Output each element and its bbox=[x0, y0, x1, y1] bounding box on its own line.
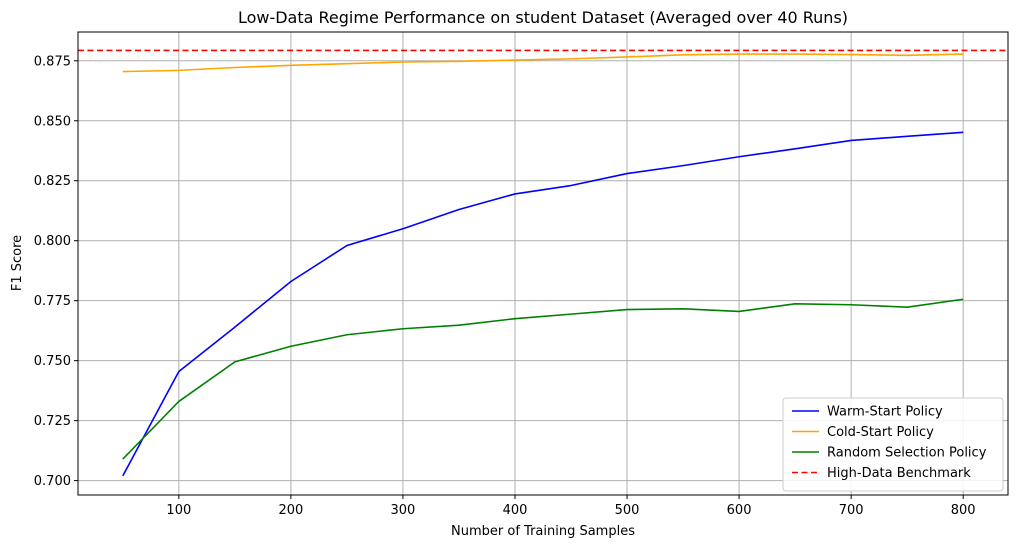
x-tick-label: 100 bbox=[166, 503, 191, 518]
chart-title: Low-Data Regime Performance on student D… bbox=[238, 8, 848, 27]
x-axis-label: Number of Training Samples bbox=[451, 524, 635, 539]
series-line-warm-start-policy bbox=[122, 131, 964, 477]
x-tick-label: 200 bbox=[278, 503, 303, 518]
y-tick-label: 0.725 bbox=[34, 414, 71, 429]
y-tick-label: 0.850 bbox=[34, 114, 71, 129]
legend-label: Warm-Start Policy bbox=[827, 405, 943, 420]
y-tick-label: 0.825 bbox=[34, 174, 71, 189]
y-axis-label: F1 Score bbox=[10, 235, 25, 291]
series-line-cold-start-policy bbox=[122, 53, 964, 73]
legend: Warm-Start Policy Cold-Start Policy Random… bbox=[782, 397, 1004, 492]
axes-frame bbox=[77, 31, 1009, 496]
tick-layer: 100 200 300 400 500 600 700 800 0.700 0.725 0.750 0… bbox=[34, 54, 976, 518]
legend-label: High-Data Benchmark bbox=[827, 466, 971, 481]
x-tick-label: 500 bbox=[615, 503, 640, 518]
x-tick-label: 400 bbox=[503, 503, 528, 518]
y-tick-label: 0.775 bbox=[34, 294, 71, 309]
y-tick-label: 0.750 bbox=[34, 354, 71, 369]
x-tick-label: 800 bbox=[951, 503, 976, 518]
series-line-random-selection-policy bbox=[122, 298, 964, 460]
legend-label: Random Selection Policy bbox=[827, 446, 987, 461]
y-tick-label: 0.700 bbox=[34, 474, 71, 489]
y-tick-label: 0.800 bbox=[34, 234, 71, 249]
y-tick-label: 0.875 bbox=[34, 54, 71, 69]
legend-frame bbox=[782, 397, 1004, 492]
legend-label: Cold-Start Policy bbox=[827, 425, 934, 440]
x-tick-label: 600 bbox=[727, 503, 752, 518]
x-tick-label: 700 bbox=[839, 503, 864, 518]
x-tick-label: 300 bbox=[391, 503, 416, 518]
plot-layer bbox=[78, 49, 1008, 477]
